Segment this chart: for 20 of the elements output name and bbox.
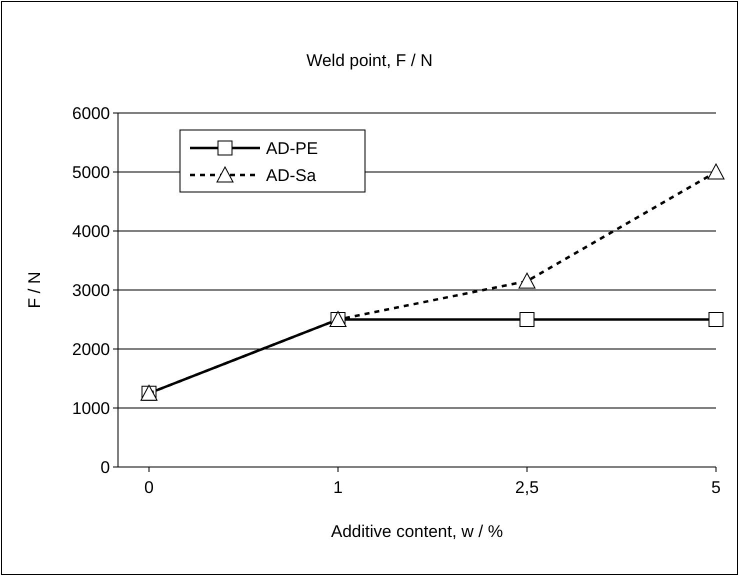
y-axis-title: F / N <box>25 272 44 308</box>
y-tick-label: 0 <box>100 458 110 477</box>
point <box>708 164 724 180</box>
y-tick-label: 5000 <box>72 162 110 182</box>
point <box>708 312 724 327</box>
chart-title: Weld point, F / N <box>306 51 433 70</box>
y-tick-label: 2000 <box>72 340 110 359</box>
y-tick-label: 6000 <box>72 104 110 123</box>
point <box>520 312 534 327</box>
x-tick-label: 5 <box>711 478 721 497</box>
x-tick-label: 1 <box>333 478 343 497</box>
x-tick-label: 2,5 <box>515 478 539 497</box>
legend-label: AD-Sa <box>266 166 317 185</box>
x-tick-label: 0 <box>144 478 154 497</box>
point <box>518 272 536 289</box>
y-tick-label: 1000 <box>72 398 110 418</box>
y-tick-label: 3000 <box>72 280 110 300</box>
legend-label: AD-PE <box>266 138 318 158</box>
x-axis-title: Additive content, w / % <box>331 522 503 541</box>
y-tick-label: 4000 <box>72 222 110 241</box>
